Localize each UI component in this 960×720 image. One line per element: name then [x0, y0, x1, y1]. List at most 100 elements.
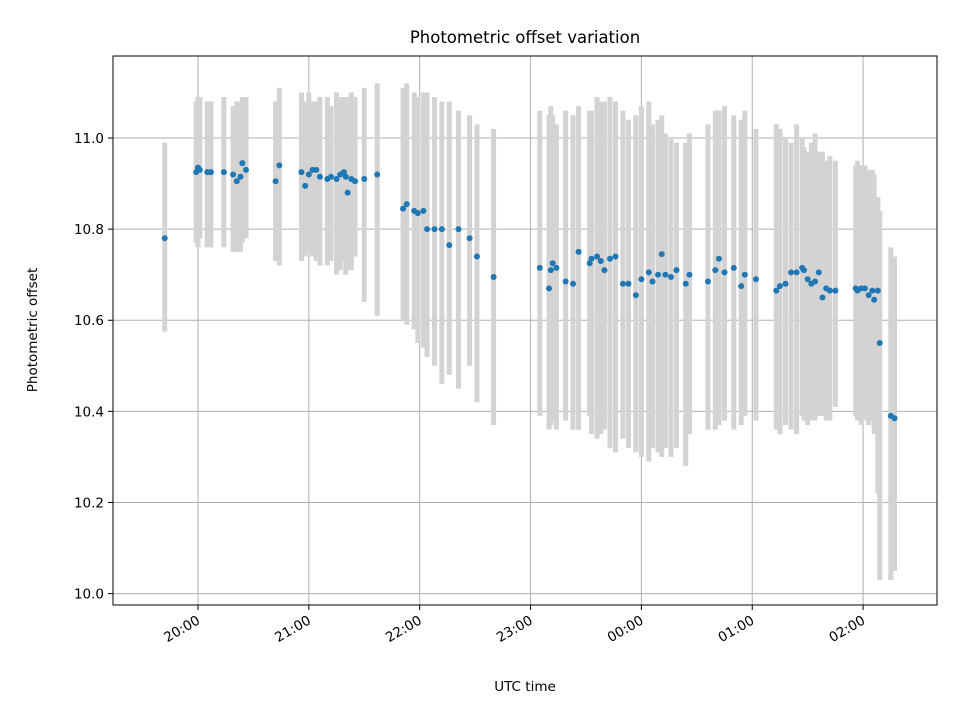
data-point: [819, 294, 826, 301]
data-point: [233, 178, 240, 185]
data-point: [625, 280, 632, 287]
data-point: [869, 287, 876, 294]
data-point: [272, 178, 279, 185]
data-point: [871, 296, 878, 303]
data-point: [536, 264, 543, 271]
data-point: [547, 267, 554, 274]
data-point: [741, 271, 748, 278]
data-points: [161, 160, 898, 422]
data-point: [812, 278, 819, 285]
data-point: [207, 169, 214, 176]
data-point: [298, 169, 305, 176]
data-point: [403, 201, 410, 208]
data-point: [682, 280, 689, 287]
data-point: [782, 280, 789, 287]
data-point: [361, 176, 368, 183]
data-point: [826, 287, 833, 294]
data-point: [776, 283, 783, 290]
data-point: [861, 285, 868, 292]
data-point: [352, 178, 359, 185]
data-point: [594, 253, 601, 260]
data-point: [161, 235, 168, 242]
data-point: [793, 269, 800, 276]
data-point: [667, 273, 674, 280]
data-point: [575, 248, 582, 255]
y-tick-label: 10.8: [74, 222, 104, 238]
y-axis-ticks: 10.0 10.2 10.4 10.6 10.8 11.0: [74, 131, 113, 603]
data-point: [876, 340, 883, 347]
data-point: [597, 258, 604, 265]
data-point: [446, 242, 453, 249]
data-point: [612, 253, 619, 260]
data-point: [588, 255, 595, 262]
data-point: [738, 283, 745, 290]
data-point: [414, 210, 421, 217]
data-point: [455, 226, 462, 233]
data-point: [438, 226, 445, 233]
data-point: [655, 271, 662, 278]
data-point: [553, 264, 560, 271]
data-point: [420, 207, 427, 214]
data-point: [546, 285, 553, 292]
data-point: [815, 269, 822, 276]
data-point: [804, 276, 811, 283]
data-point: [431, 226, 438, 233]
data-point: [874, 287, 881, 294]
data-point: [196, 166, 203, 173]
data-point: [313, 166, 320, 173]
y-tick-label: 10.2: [74, 495, 104, 511]
data-point: [730, 264, 737, 271]
data-point: [658, 251, 665, 258]
data-point: [490, 273, 497, 280]
data-point: [424, 226, 431, 233]
data-point: [466, 235, 473, 242]
data-point: [752, 276, 759, 283]
data-point: [328, 173, 335, 180]
data-point: [243, 166, 250, 173]
data-point: [632, 292, 639, 299]
data-point: [865, 292, 872, 299]
plot-frame: [112, 55, 938, 606]
chart-title: Photometric offset variation: [410, 28, 640, 47]
x-axis-label: UTC time: [494, 679, 556, 695]
data-point: [562, 278, 569, 285]
data-point: [586, 260, 593, 267]
data-point: [712, 267, 719, 274]
y-axis-label: Photometric offset: [25, 268, 41, 392]
data-point: [832, 287, 839, 294]
data-point: [721, 269, 728, 276]
y-tick-label: 10.6: [74, 313, 104, 329]
data-point: [220, 169, 227, 176]
data-point: [638, 276, 645, 283]
data-point: [237, 173, 244, 180]
data-point: [400, 205, 407, 212]
data-point: [662, 271, 669, 278]
data-point: [891, 415, 898, 422]
data-point: [619, 280, 626, 287]
data-point: [344, 189, 351, 196]
data-point: [316, 173, 323, 180]
y-tick-label: 11.0: [74, 131, 104, 147]
data-point: [305, 171, 312, 178]
data-point: [333, 176, 340, 183]
data-point: [374, 171, 381, 178]
data-point: [673, 267, 680, 274]
data-point: [773, 287, 780, 294]
y-tick-label: 10.0: [74, 587, 104, 603]
data-point: [340, 169, 347, 176]
data-point: [239, 160, 246, 167]
data-point: [649, 278, 656, 285]
data-point: [473, 253, 480, 260]
y-tick-label: 10.4: [74, 404, 104, 420]
data-point: [704, 278, 711, 285]
data-point: [601, 267, 608, 274]
data-point: [606, 255, 613, 262]
data-point: [800, 267, 807, 274]
data-point: [230, 171, 237, 178]
data-point: [788, 269, 795, 276]
error-bars: [162, 83, 898, 580]
data-point: [570, 280, 577, 287]
data-point: [276, 162, 283, 169]
data-point: [715, 255, 722, 262]
